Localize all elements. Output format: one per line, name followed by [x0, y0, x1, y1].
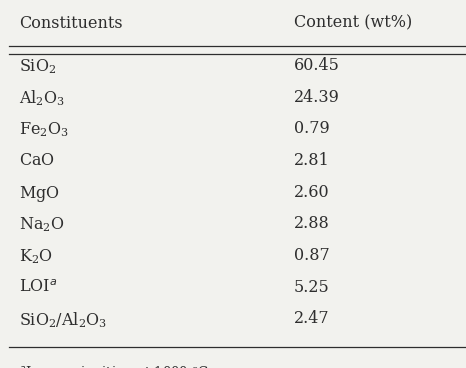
Text: Constituents: Constituents [19, 15, 122, 32]
Text: $\mathregular{SiO_2}$: $\mathregular{SiO_2}$ [19, 57, 56, 76]
Text: $\mathregular{Al_2O_3}$: $\mathregular{Al_2O_3}$ [19, 89, 65, 109]
Text: $\mathregular{MgO}$: $\mathregular{MgO}$ [19, 184, 59, 204]
Text: $\mathregular{LOI}^a$: $\mathregular{LOI}^a$ [19, 279, 57, 296]
Text: $\mathregular{Na_2O}$: $\mathregular{Na_2O}$ [19, 215, 64, 234]
Text: $\mathregular{SiO_2/Al_2O_3}$: $\mathregular{SiO_2/Al_2O_3}$ [19, 310, 107, 330]
Text: $\mathregular{CaO}$: $\mathregular{CaO}$ [19, 152, 55, 169]
Text: $^a$Loss on ignition at 1000 ºC.: $^a$Loss on ignition at 1000 ºC. [19, 364, 212, 368]
Text: 2.60: 2.60 [294, 184, 329, 201]
Text: $\mathregular{K_2O}$: $\mathregular{K_2O}$ [19, 247, 53, 266]
Text: $\mathregular{Fe_2O_3}$: $\mathregular{Fe_2O_3}$ [19, 120, 69, 139]
Text: 2.81: 2.81 [294, 152, 329, 169]
Text: 0.79: 0.79 [294, 120, 329, 137]
Text: 2.47: 2.47 [294, 310, 329, 327]
Text: 60.45: 60.45 [294, 57, 339, 74]
Text: 0.87: 0.87 [294, 247, 329, 264]
Text: 24.39: 24.39 [294, 89, 339, 106]
Text: 2.88: 2.88 [294, 215, 329, 232]
Text: 5.25: 5.25 [294, 279, 329, 296]
Text: Content (wt%): Content (wt%) [294, 15, 412, 32]
